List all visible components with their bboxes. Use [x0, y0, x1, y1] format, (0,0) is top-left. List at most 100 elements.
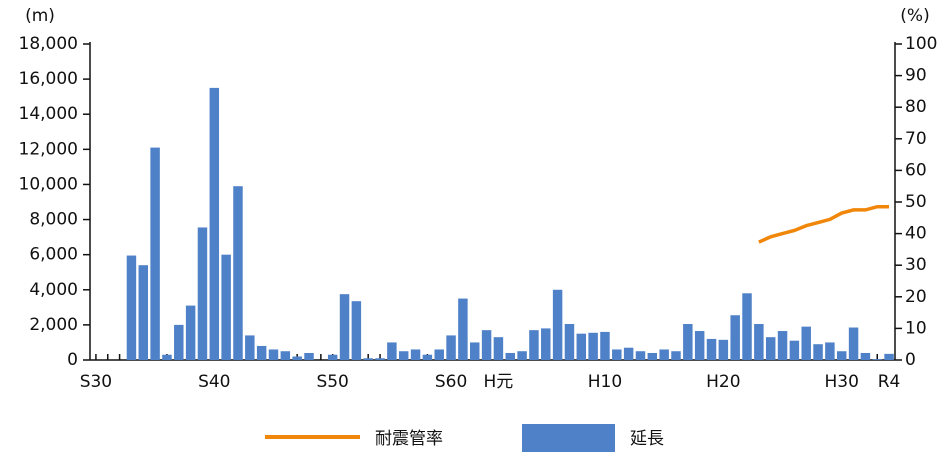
bar	[884, 353, 894, 360]
bar	[292, 356, 302, 360]
bar	[256, 345, 267, 360]
bar	[742, 293, 752, 360]
bar	[647, 352, 658, 360]
bar	[541, 328, 551, 360]
bar	[458, 298, 468, 360]
bar	[174, 324, 184, 360]
y-axis-label: (m)	[25, 6, 55, 26]
x-tick-label: S50	[316, 372, 348, 392]
bar	[801, 326, 811, 360]
bar	[470, 342, 480, 360]
bar	[351, 301, 362, 360]
line	[758, 204, 890, 244]
bar	[162, 354, 172, 360]
bar	[375, 358, 385, 360]
bar	[517, 351, 527, 360]
bar	[576, 333, 587, 360]
y2-tick-label: 30	[905, 255, 927, 275]
bar	[683, 324, 693, 360]
bar	[754, 324, 764, 360]
bar	[718, 339, 729, 360]
bar	[185, 305, 196, 360]
bar	[446, 335, 456, 360]
y-tick-label: 10,000	[19, 174, 78, 194]
bar	[363, 358, 373, 360]
y-tick-label: 2,000	[29, 315, 78, 335]
y-tick-label: 16,000	[19, 69, 78, 89]
bar	[694, 331, 705, 360]
bar	[233, 186, 243, 360]
y2-tick-label: 60	[905, 160, 927, 180]
bar	[777, 331, 788, 360]
bar	[387, 342, 397, 360]
bar	[434, 349, 444, 360]
x-tick-label: S40	[198, 372, 230, 392]
y2-tick-label: 70	[905, 129, 927, 149]
bar	[126, 255, 137, 360]
bar	[612, 349, 622, 360]
bar	[588, 332, 598, 360]
y-tick-label: 12,000	[19, 139, 78, 159]
x-tick-label: H20	[706, 372, 740, 392]
bar	[860, 352, 871, 360]
bar	[623, 347, 634, 360]
bar	[706, 338, 717, 360]
bar	[221, 254, 231, 360]
bar	[730, 315, 740, 360]
bar	[410, 349, 421, 360]
y2-tick-label: 90	[905, 66, 927, 86]
x-tick-label: S60	[435, 372, 467, 392]
x-tick-label: R4	[878, 372, 901, 392]
bar	[813, 344, 823, 360]
bar	[659, 349, 669, 360]
y-tick-label: 8,000	[29, 210, 78, 230]
y2-axis-label: (%)	[900, 6, 929, 26]
bar	[280, 351, 291, 360]
y2-tick-label: 80	[905, 97, 927, 117]
legend-label: 耐震管率	[375, 429, 443, 449]
bar	[789, 340, 800, 360]
bar	[422, 354, 433, 360]
bar	[304, 352, 314, 360]
bar	[209, 87, 220, 360]
bar	[600, 331, 610, 360]
bar	[245, 335, 255, 360]
bar	[327, 354, 338, 360]
y2-tick-label: 10	[905, 318, 927, 338]
y-tick-label: 0	[67, 350, 78, 370]
bar	[197, 227, 208, 360]
bar	[529, 330, 539, 360]
bar	[564, 324, 575, 360]
bar	[268, 349, 279, 360]
bar	[481, 330, 492, 360]
bar	[493, 337, 504, 360]
bar	[138, 265, 149, 360]
bar	[398, 351, 409, 360]
bar	[505, 352, 515, 360]
y-tick-label: 14,000	[19, 104, 78, 124]
x-tick-label: H元	[484, 372, 514, 392]
bar	[150, 147, 160, 360]
y2-tick-label: 50	[905, 192, 927, 212]
legend-label: 延長	[630, 429, 664, 449]
y-tick-label: 4,000	[29, 280, 78, 300]
bar	[848, 327, 859, 360]
y2-tick-label: 40	[905, 224, 927, 244]
bar	[825, 342, 835, 360]
legend-swatch	[522, 424, 615, 452]
y-tick-label: 6,000	[29, 245, 78, 265]
x-tick-label: H30	[825, 372, 859, 392]
x-tick-label: H10	[588, 372, 622, 392]
bar	[635, 351, 646, 360]
bar	[552, 289, 563, 360]
x-tick-label: S30	[80, 372, 112, 392]
y2-tick-label: 20	[905, 287, 927, 307]
bar	[872, 359, 882, 360]
bar	[836, 351, 847, 360]
bar	[765, 337, 776, 360]
y2-tick-label: 100	[905, 34, 937, 54]
y2-tick-label: 0	[905, 350, 916, 370]
y-tick-label: 18,000	[19, 34, 78, 54]
bar	[339, 294, 350, 360]
